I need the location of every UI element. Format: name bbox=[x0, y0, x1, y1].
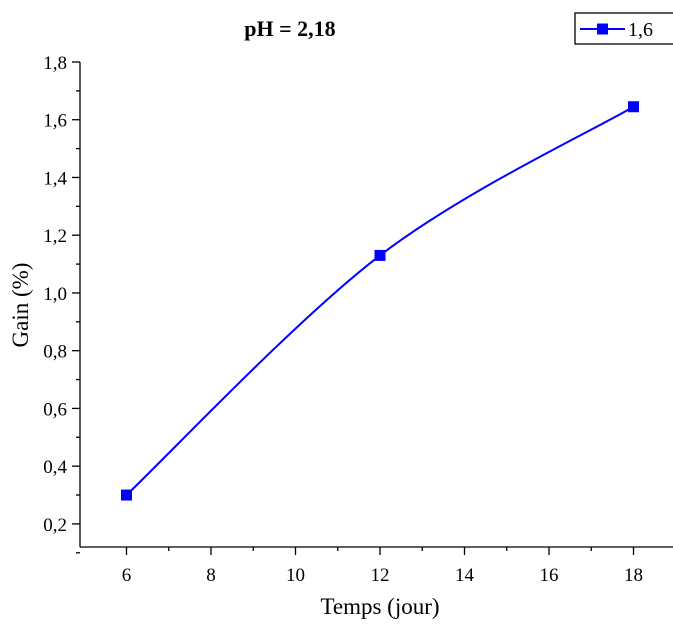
y-tick-label: 1,6 bbox=[43, 111, 67, 132]
x-tick-label: 6 bbox=[122, 565, 132, 586]
x-tick-label: 14 bbox=[455, 565, 475, 586]
series-layer bbox=[120, 101, 640, 501]
data-point bbox=[120, 489, 132, 501]
series-line bbox=[125, 105, 635, 496]
y-tick-label: 0,4 bbox=[43, 457, 67, 478]
y-axis-title: Gain (%) bbox=[8, 263, 33, 348]
x-tick-label: 18 bbox=[624, 565, 643, 586]
data-point bbox=[374, 249, 386, 261]
x-ticks: 6 8 10 12 14 16 18 bbox=[122, 547, 643, 586]
x-tick-label: 16 bbox=[540, 565, 559, 586]
x-tick-label: 8 bbox=[206, 565, 216, 586]
y-ticks: 0,2 0,4 0,6 0,8 1,0 1,2 1,4 1,6 1,8 bbox=[43, 53, 80, 554]
x-tick-label: 12 bbox=[371, 565, 390, 586]
x-axis-title: Temps (jour) bbox=[320, 594, 439, 619]
data-point bbox=[628, 101, 640, 113]
y-tick-label: 0,2 bbox=[43, 515, 67, 536]
y-tick-label: 0,6 bbox=[43, 399, 67, 420]
y-tick-label: 1,4 bbox=[43, 168, 67, 189]
x-tick-label: 10 bbox=[286, 565, 305, 586]
y-tick-label: 1,0 bbox=[43, 284, 67, 305]
legend: 1,6 bbox=[574, 12, 673, 45]
chart-title: pH = 2,18 bbox=[244, 16, 335, 41]
legend-label: 1,6 bbox=[628, 19, 653, 41]
y-tick-label: 1,8 bbox=[43, 53, 67, 74]
legend-marker bbox=[597, 23, 608, 35]
y-tick-label: 0,8 bbox=[43, 342, 67, 363]
plot-area: 6 8 10 12 14 16 18 0,2 0,4 0,6 0,8 1,0 1,2 1,4 1,6 1,8 bbox=[43, 53, 673, 586]
y-tick-label: 1,2 bbox=[43, 226, 67, 247]
